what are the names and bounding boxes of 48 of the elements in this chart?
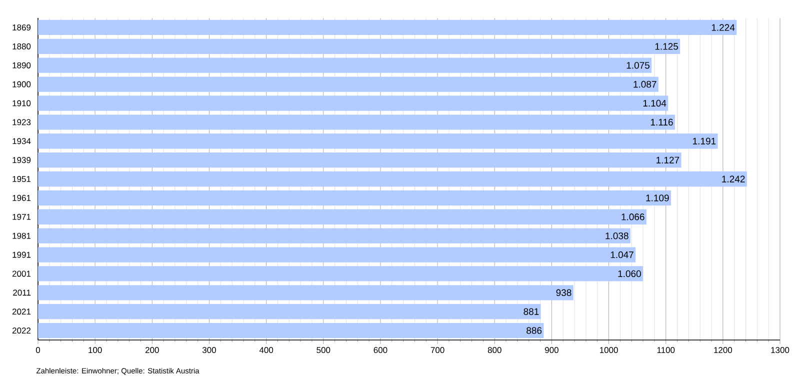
- y-tick-label: 2011: [13, 290, 31, 296]
- y-tick-label: 1869: [12, 24, 31, 30]
- x-tick-label: 900: [545, 347, 558, 354]
- y-tick-label: 1991: [12, 252, 31, 258]
- x-tick-label: 1300: [771, 347, 790, 354]
- y-tick-label: 1880: [12, 43, 31, 50]
- y-tick-label: 1961: [12, 194, 31, 201]
- x-tick-label: 1200: [714, 347, 732, 354]
- data-label: 1.060: [618, 270, 641, 278]
- y-tick-label: 1910: [12, 100, 31, 106]
- data-label: 1.191: [693, 138, 716, 144]
- y-tick-label: 1971: [12, 214, 31, 220]
- x-tick-label: 600: [374, 347, 388, 354]
- data-label: 1.224: [712, 24, 735, 31]
- x-tick-label: 500: [316, 347, 330, 354]
- data-label: 1.087: [634, 80, 656, 88]
- x-tick-label: 0: [36, 347, 40, 354]
- y-tick-label: 2021: [12, 308, 31, 315]
- data-label: 1.116: [650, 118, 673, 126]
- y-tick-label: 1890: [12, 62, 31, 68]
- x-tick-label: 300: [202, 347, 216, 354]
- y-tick-label: 2001: [12, 270, 31, 277]
- data-label: 1.075: [626, 62, 650, 69]
- data-label: 1.109: [646, 194, 669, 202]
- x-tick-label: 700: [430, 347, 444, 354]
- data-label: 1.242: [722, 176, 745, 182]
- x-tick-label: 800: [488, 347, 502, 354]
- x-tick-label: 200: [145, 347, 159, 354]
- data-label: 1.047: [610, 251, 634, 258]
- y-tick-label: 1951: [12, 176, 31, 182]
- x-tick-label: 100: [88, 347, 102, 354]
- data-label: 1.038: [606, 232, 628, 240]
- y-tick-label: 2022: [12, 328, 31, 334]
- x-tick-label: 1000: [600, 347, 618, 354]
- x-tick-label: 1100: [657, 347, 675, 354]
- y-tick-label: 1934: [12, 138, 31, 144]
- data-label: 938: [556, 289, 572, 296]
- y-tick-label: 1981: [12, 232, 31, 239]
- data-label: 881: [524, 308, 539, 315]
- data-label: 1.127: [656, 156, 680, 164]
- data-label: 1.066: [622, 214, 644, 220]
- y-tick-label: 1939: [12, 157, 31, 164]
- x-tick-label: 400: [259, 347, 274, 354]
- y-tick-label: 1923: [12, 119, 31, 126]
- data-label: 1.125: [655, 43, 678, 50]
- y-tick-label: 1900: [12, 81, 31, 88]
- data-label: 886: [526, 327, 542, 334]
- data-label: 1.104: [643, 100, 666, 107]
